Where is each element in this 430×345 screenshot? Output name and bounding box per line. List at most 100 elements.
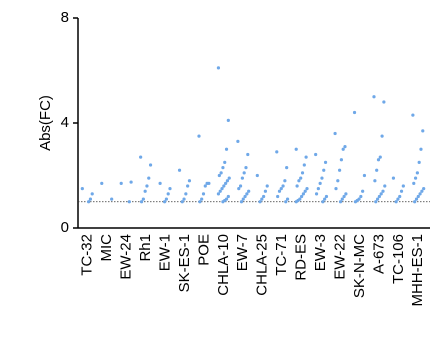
data-point	[240, 176, 244, 180]
data-point	[216, 66, 221, 70]
data-point	[281, 184, 285, 188]
data-point	[276, 194, 280, 199]
data-point	[260, 197, 264, 201]
x-tick-label: EW-3	[312, 234, 329, 271]
x-tick-label: CHLA-10	[215, 234, 232, 296]
data-point	[87, 200, 91, 204]
data-point	[145, 184, 149, 188]
data-point	[374, 200, 378, 204]
data-point	[88, 197, 93, 201]
data-point	[147, 176, 151, 180]
data-point	[218, 189, 222, 193]
data-point	[238, 184, 243, 188]
data-point	[339, 158, 343, 162]
x-tick-label: A-673	[370, 234, 387, 274]
data-point	[285, 197, 290, 201]
x-tick-label: SK-N-MC	[351, 234, 368, 298]
data-point	[340, 197, 344, 201]
data-point	[168, 187, 172, 191]
data-point	[302, 163, 306, 167]
data-point	[139, 155, 143, 159]
data-point	[247, 189, 251, 193]
data-point	[177, 168, 182, 172]
data-point	[198, 200, 202, 204]
data-point	[305, 187, 309, 191]
x-tick-label: MHH-ES-1	[409, 234, 426, 307]
x-tick-label: TC-71	[273, 234, 290, 276]
x-tick-label: POE	[195, 234, 212, 266]
x-tick-label: EW-7	[234, 234, 251, 271]
data-point	[294, 200, 298, 204]
data-point	[324, 194, 329, 199]
data-point	[224, 181, 228, 185]
data-point	[314, 152, 318, 157]
data-point	[391, 176, 396, 180]
data-point	[344, 192, 348, 196]
data-point	[143, 189, 147, 193]
data-point	[129, 180, 133, 184]
data-point	[420, 189, 424, 193]
data-point	[338, 200, 343, 204]
data-point	[221, 166, 225, 170]
data-point	[342, 194, 346, 199]
data-point	[401, 184, 405, 188]
data-point	[236, 139, 240, 143]
data-point	[413, 200, 417, 204]
data-point	[418, 192, 422, 196]
y-tick-label: 8	[61, 9, 69, 26]
data-point	[284, 200, 288, 204]
data-point	[203, 184, 207, 188]
data-point	[301, 192, 306, 196]
data-point	[314, 192, 319, 196]
data-point	[412, 181, 416, 185]
y-tick-label: 4	[61, 114, 69, 131]
data-point	[226, 118, 230, 122]
x-tick-label: EW-24	[118, 234, 135, 280]
data-point	[320, 176, 324, 180]
data-point	[279, 187, 283, 191]
data-point	[396, 197, 400, 201]
data-point	[361, 189, 365, 193]
data-point	[223, 160, 227, 164]
data-point	[283, 179, 287, 183]
data-point	[294, 147, 298, 151]
x-tick-label: Rh1	[137, 234, 154, 262]
data-point	[373, 179, 377, 183]
data-point	[322, 168, 326, 172]
data-point	[300, 171, 305, 175]
data-point	[422, 187, 426, 191]
data-point	[362, 173, 367, 178]
x-tick-label: RD-ES	[293, 234, 310, 281]
data-point	[380, 134, 384, 138]
data-point	[244, 166, 248, 170]
data-point	[226, 194, 230, 199]
data-point	[224, 147, 229, 151]
data-point	[413, 176, 418, 180]
x-tick-label: SK-ES-1	[176, 234, 193, 292]
data-point	[222, 184, 226, 188]
data-point	[295, 184, 299, 188]
data-point	[243, 194, 247, 199]
data-point	[419, 147, 423, 151]
data-point	[197, 134, 201, 138]
data-point	[164, 197, 168, 201]
data-point	[180, 200, 184, 204]
x-tick-label: EW-22	[331, 234, 348, 280]
data-point	[416, 194, 420, 199]
data-point	[318, 181, 322, 185]
data-point	[316, 187, 320, 191]
data-point	[383, 184, 387, 188]
data-point	[379, 192, 383, 196]
data-point	[221, 200, 225, 204]
data-point	[201, 192, 206, 196]
data-point	[300, 194, 304, 199]
data-point	[258, 200, 262, 204]
data-point	[184, 192, 188, 196]
data-point	[110, 197, 114, 201]
data-point	[359, 194, 363, 199]
data-point	[341, 147, 345, 151]
x-tick-label: EW-1	[156, 234, 173, 271]
data-point	[265, 184, 269, 188]
data-point	[398, 194, 402, 199]
data-point	[323, 160, 328, 164]
